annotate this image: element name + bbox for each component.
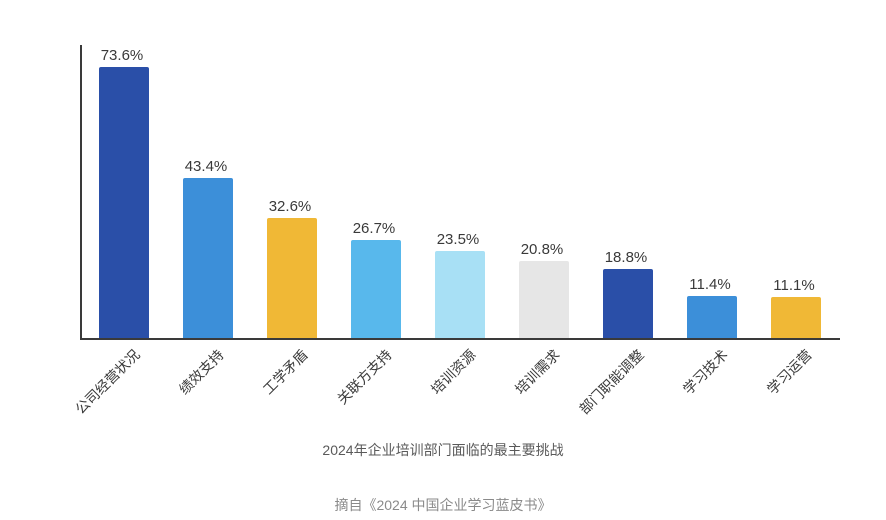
bar-value-label: 20.8% <box>500 241 584 258</box>
bar-group <box>418 43 502 338</box>
category-label: 学习运营 <box>717 345 816 444</box>
bar-value-label: 11.1% <box>752 277 836 294</box>
bar-group <box>250 43 334 338</box>
bar-chart: 73.6%公司经营状况43.4%绩效支持32.6%工学矛盾26.7%关联方支持2… <box>60 20 850 400</box>
bar-value-label: 73.6% <box>80 47 164 64</box>
bar-value-label: 43.4% <box>164 158 248 175</box>
bar <box>603 269 653 338</box>
bar-group <box>166 43 250 338</box>
bar-value-label: 26.7% <box>332 220 416 237</box>
chart-subtitle: 2024年企业培训部门面临的最主要挑战 <box>0 440 886 460</box>
bar-group <box>502 43 586 338</box>
bar-group <box>334 43 418 338</box>
bar <box>519 261 569 338</box>
bar <box>687 296 737 338</box>
plot-area <box>80 45 840 340</box>
bar-group <box>586 43 670 338</box>
bar <box>435 251 485 338</box>
bar <box>771 297 821 338</box>
bar-group <box>670 43 754 338</box>
chart-source: 摘自《2024 中国企业学习蓝皮书》 <box>0 495 886 515</box>
bar <box>183 178 233 338</box>
bar-value-label: 32.6% <box>248 198 332 215</box>
bar-value-label: 23.5% <box>416 231 500 248</box>
bar-value-label: 18.8% <box>584 249 668 266</box>
bar-group <box>82 43 166 338</box>
bar <box>267 218 317 338</box>
bar-value-label: 11.4% <box>668 276 752 293</box>
bar <box>99 67 149 338</box>
bar <box>351 240 401 338</box>
